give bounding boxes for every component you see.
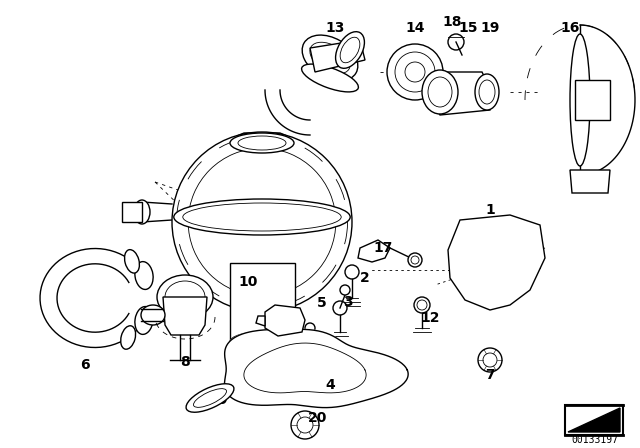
Polygon shape (310, 40, 365, 72)
Text: 11: 11 (275, 311, 295, 325)
Circle shape (345, 265, 359, 279)
Text: 8: 8 (180, 355, 190, 369)
Circle shape (297, 417, 313, 433)
Circle shape (478, 348, 502, 372)
Ellipse shape (301, 64, 358, 92)
Circle shape (235, 275, 245, 285)
Text: 20: 20 (308, 411, 328, 425)
Ellipse shape (125, 250, 140, 273)
Circle shape (360, 355, 374, 369)
Text: 00133197: 00133197 (572, 435, 618, 445)
Ellipse shape (121, 326, 136, 349)
Text: 2: 2 (360, 271, 370, 285)
Text: 17: 17 (373, 241, 393, 255)
Circle shape (457, 277, 473, 293)
Circle shape (507, 227, 523, 243)
Text: 18: 18 (442, 15, 461, 29)
Ellipse shape (141, 305, 165, 325)
Polygon shape (256, 316, 265, 326)
Ellipse shape (134, 200, 150, 224)
Bar (230, 263, 295, 342)
Text: 12: 12 (420, 311, 440, 325)
Ellipse shape (238, 136, 286, 150)
Text: 13: 13 (325, 21, 345, 35)
Circle shape (172, 132, 352, 312)
Circle shape (232, 272, 248, 288)
Circle shape (411, 256, 419, 264)
Ellipse shape (174, 199, 350, 235)
Polygon shape (358, 240, 390, 262)
Circle shape (408, 253, 422, 267)
Circle shape (414, 297, 430, 313)
Ellipse shape (387, 44, 443, 100)
Ellipse shape (183, 203, 341, 231)
Ellipse shape (186, 384, 234, 412)
Circle shape (448, 34, 464, 50)
Circle shape (333, 301, 347, 315)
Text: 6: 6 (80, 358, 90, 372)
Circle shape (483, 353, 497, 367)
Text: 15: 15 (458, 21, 477, 35)
Polygon shape (265, 305, 305, 336)
Text: 3: 3 (343, 295, 353, 309)
Circle shape (291, 411, 319, 439)
Ellipse shape (395, 52, 435, 92)
Text: 10: 10 (238, 275, 258, 289)
Ellipse shape (340, 37, 360, 63)
Ellipse shape (475, 74, 499, 110)
Circle shape (340, 285, 350, 295)
Polygon shape (432, 72, 490, 115)
Circle shape (510, 230, 520, 240)
Circle shape (305, 323, 315, 333)
Text: 4: 4 (325, 378, 335, 392)
Text: 9: 9 (217, 393, 227, 407)
Circle shape (584, 177, 596, 189)
Circle shape (476, 246, 504, 274)
Ellipse shape (157, 275, 213, 319)
Text: 1: 1 (485, 203, 495, 217)
Polygon shape (448, 215, 545, 310)
Ellipse shape (230, 332, 294, 352)
Text: 7: 7 (485, 368, 495, 382)
Ellipse shape (479, 80, 495, 104)
Polygon shape (575, 80, 610, 120)
Circle shape (482, 252, 498, 268)
Ellipse shape (165, 281, 205, 313)
Ellipse shape (335, 32, 364, 69)
Ellipse shape (135, 262, 153, 289)
Text: 16: 16 (560, 21, 580, 35)
Ellipse shape (570, 34, 590, 166)
Ellipse shape (310, 42, 350, 74)
Polygon shape (225, 329, 408, 408)
Ellipse shape (230, 133, 294, 153)
Bar (565, 405, 623, 435)
Text: 14: 14 (405, 21, 425, 35)
Circle shape (236, 358, 250, 372)
Ellipse shape (428, 77, 452, 107)
Ellipse shape (193, 389, 227, 407)
Circle shape (417, 300, 427, 310)
Polygon shape (570, 170, 610, 193)
Ellipse shape (135, 306, 153, 334)
Ellipse shape (422, 70, 458, 114)
Ellipse shape (302, 35, 358, 81)
Polygon shape (163, 297, 207, 335)
Ellipse shape (405, 62, 425, 82)
Text: 5: 5 (317, 296, 327, 310)
Polygon shape (122, 202, 142, 222)
Polygon shape (568, 408, 620, 432)
Text: 19: 19 (480, 21, 500, 35)
